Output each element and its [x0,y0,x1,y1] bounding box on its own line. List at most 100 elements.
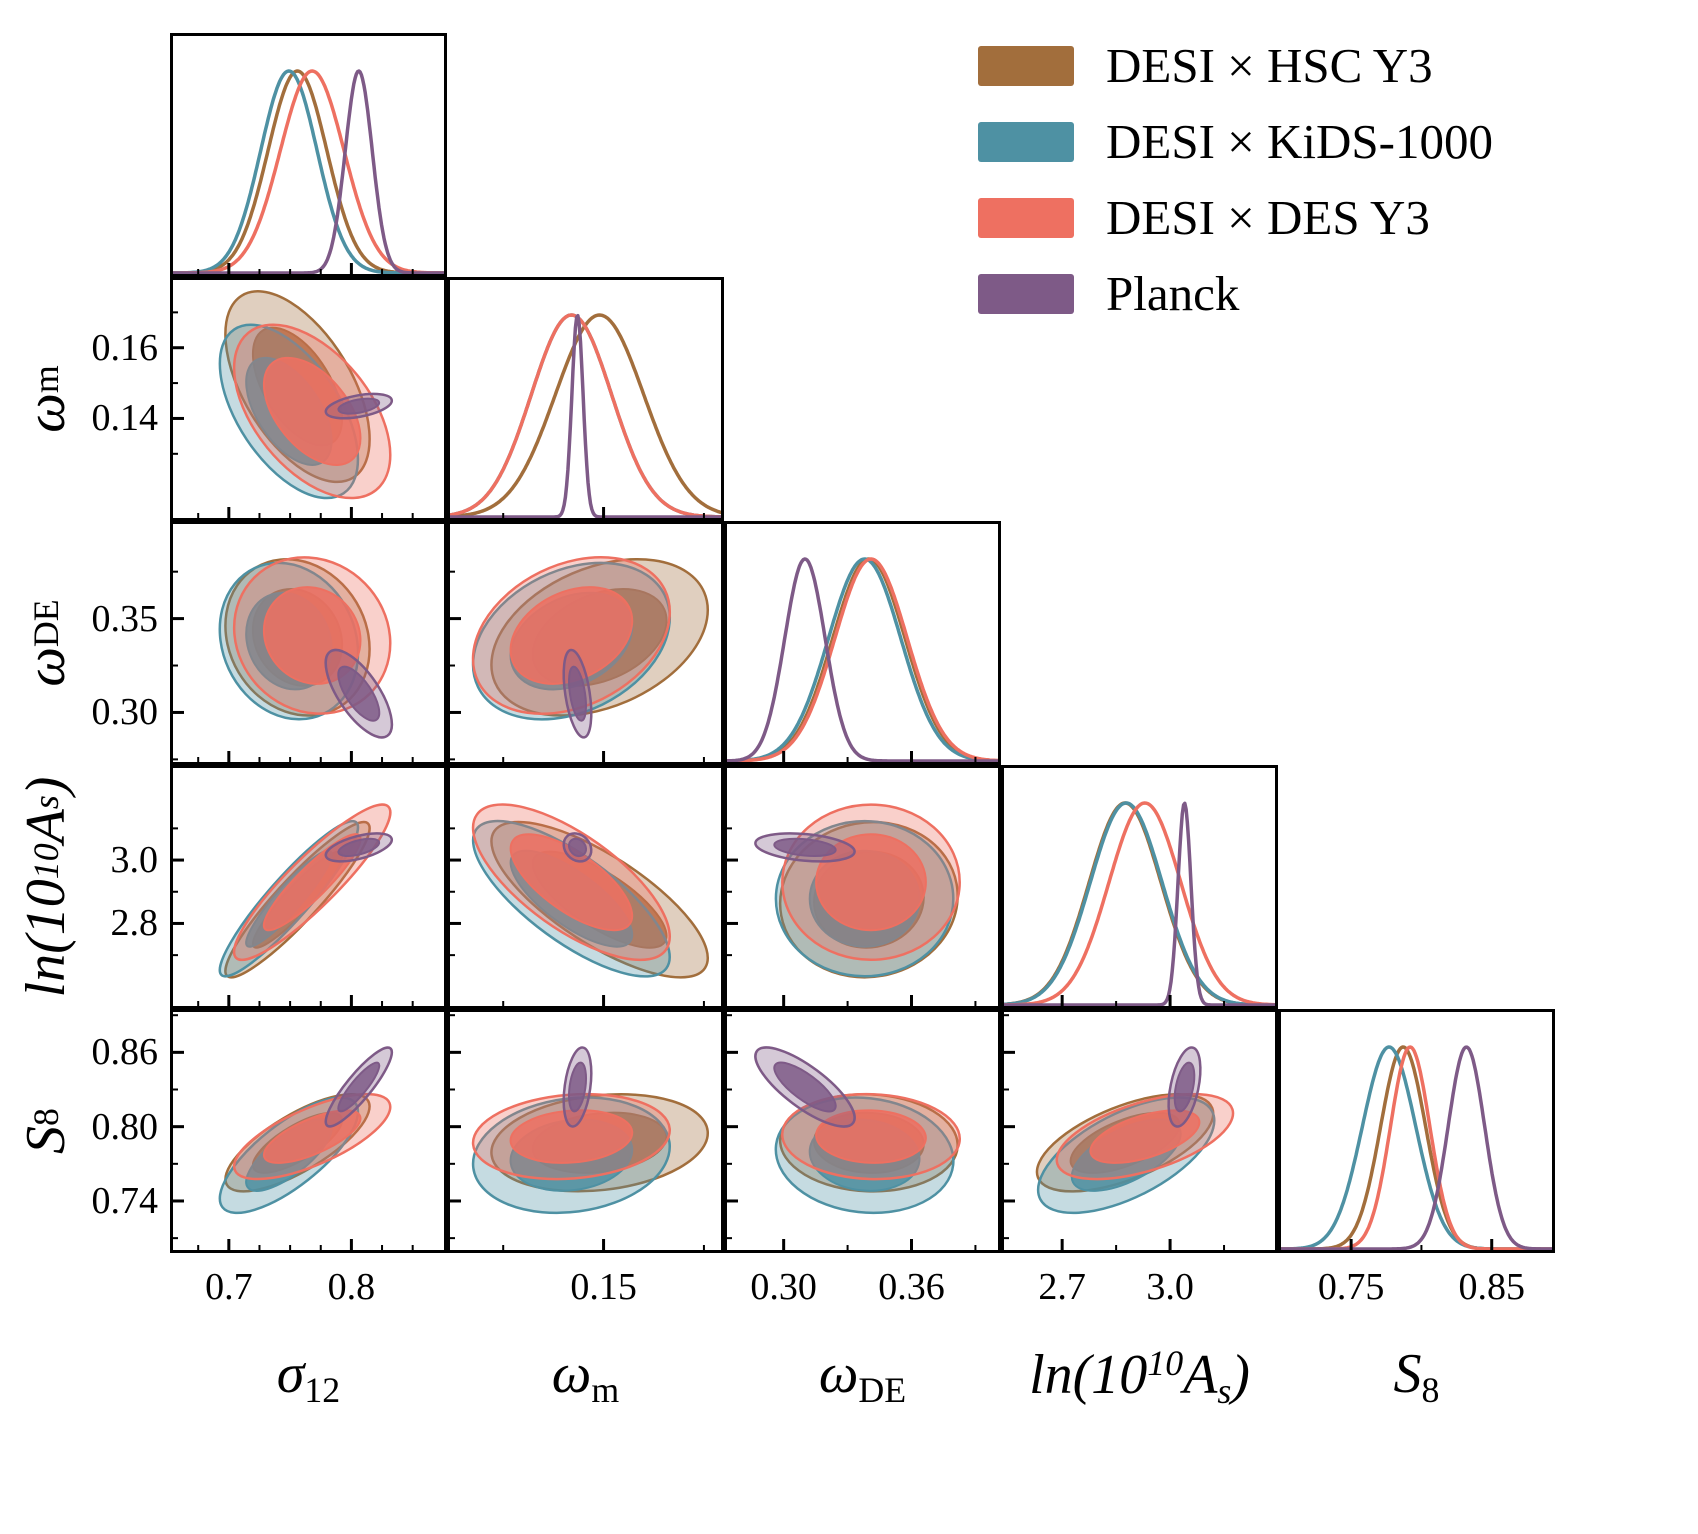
kids-density-curve [1001,801,1278,1007]
label-segment: σ [276,1343,305,1405]
x-tick-label: 0.30 [750,1266,817,1308]
x-axis-label-S8: S8 [1217,1342,1617,1411]
legend-item: DESI × DES Y3 [978,192,1493,244]
des-contour-1sigma [262,356,362,466]
y-tick-label: 0.14 [91,397,159,440]
x-tick-label: 0.85 [1458,1266,1525,1308]
x-axis-label-ln10As: ln(1010As) [940,1342,1340,1412]
contour-panel-sigma12-omega_m [170,277,447,521]
contour-panel-omega_de-ln10As [724,765,1001,1009]
x-tick-label: 0.7 [205,1266,253,1308]
hsc-density-curve [170,69,447,275]
label-segment: m [26,365,66,394]
legend-label: DESI × HSC Y3 [1106,38,1433,93]
label-segment: s [26,795,66,810]
contour-panel-omega_m-ln10As [447,765,724,1009]
contour-panel-omega_de-S8 [724,1009,1001,1253]
label-segment: ) [1231,1343,1250,1406]
legend-swatch [978,198,1074,238]
planck-contour-1sigma [568,665,587,722]
panel-border [447,765,724,1009]
panel-border [1001,1009,1278,1253]
label-segment: 10 [1147,1343,1184,1383]
panel-border [170,765,447,1009]
y-tick-label: 2.8 [110,902,159,945]
planck-contour-1sigma [337,665,381,722]
legend-label: DESI × KiDS-1000 [1106,114,1493,169]
panel-border [447,521,724,765]
planck-contour-1sigma [337,397,381,415]
planck-contour-1sigma [337,837,381,858]
x-axis-label-sigma12: σ12 [109,1342,509,1411]
x-tick-label: 3.0 [1146,1266,1194,1308]
legend-item: DESI × HSC Y3 [978,40,1493,92]
label-segment: 8 [1421,1370,1440,1411]
label-segment: DE [26,599,66,648]
x-tick-label: 2.7 [1038,1266,1086,1308]
y-tick-label: 0.74 [91,1179,159,1222]
diag-panel-ln10As [1001,765,1278,1009]
planck-contour-1sigma [567,837,588,858]
hsc-density-curve [1001,801,1278,1007]
contour-panel-ln10As-S8 [1001,1009,1278,1253]
planck-density-curve [170,69,447,275]
panel-border [1278,1009,1555,1253]
y-tick-label: 0.16 [91,326,159,369]
panel-border [170,521,447,765]
panel-border [724,1009,1001,1253]
planck-contour-1sigma [1173,1061,1196,1113]
label-segment: A [1183,1343,1218,1406]
diag-panel-sigma12 [170,33,447,277]
x-tick-label: 0.36 [878,1266,945,1308]
planck-density-curve [447,313,724,519]
des-contour-1sigma [509,1109,634,1164]
legend: DESI × HSC Y3 DESI × KiDS-1000 DESI × DES … [978,40,1493,320]
label-segment: 12 [304,1370,341,1411]
diag-panel-S8 [1278,1009,1555,1253]
contour-panel-omega_m-omega_de [447,521,724,765]
x-tick-label: 0.15 [570,1266,637,1308]
legend-swatch [978,274,1074,314]
legend-item: DESI × KiDS-1000 [978,116,1493,168]
des-contour-1sigma [815,1109,927,1164]
label-segment: ω [15,647,77,687]
label-segment: s [1217,1370,1232,1411]
planck-contour-1sigma [567,1061,588,1113]
label-segment: ω [818,1343,859,1405]
label-segment: A [15,809,77,844]
panel-border [724,765,1001,1009]
label-segment: DE [858,1370,907,1411]
panel-border [1001,765,1278,1009]
des-density-curve [724,557,1001,763]
diag-panel-omega_de [724,521,1001,765]
y-tick-label: 0.35 [91,597,159,640]
des-contour-1sigma [509,586,634,685]
panel-border [447,277,724,521]
kids-density-curve [724,557,1001,763]
y-tick-label: 0.30 [91,691,159,734]
contour-panel-sigma12-omega_de [170,521,447,765]
kids-density-curve [170,69,447,275]
label-segment: m [591,1370,620,1411]
y-tick-label: 0.86 [91,1031,159,1074]
x-axis-label-omega_de: ωDE [663,1342,1063,1411]
y-tick-label: 0.80 [91,1105,159,1148]
contour-panel-omega_m-S8 [447,1009,724,1253]
label-segment: ) [15,776,77,796]
panel-border [170,1009,447,1253]
label-segment: ω [551,1343,592,1405]
legend-item: Planck [978,268,1493,320]
label-segment: 8 [26,1108,66,1126]
panel-border [447,1009,724,1253]
label-segment: S [1393,1343,1422,1405]
x-axis-label-omega_m: ωm [386,1342,786,1411]
label-segment: ln(10 [1029,1343,1148,1406]
planck-density-curve [1001,801,1278,1007]
planck-density-curve [724,557,1001,763]
legend-label: DESI × DES Y3 [1106,190,1430,245]
panel-border [170,277,447,521]
contour-panel-sigma12-ln10As [170,765,447,1009]
legend-swatch [978,46,1074,86]
des-density-curve [1001,801,1278,1007]
